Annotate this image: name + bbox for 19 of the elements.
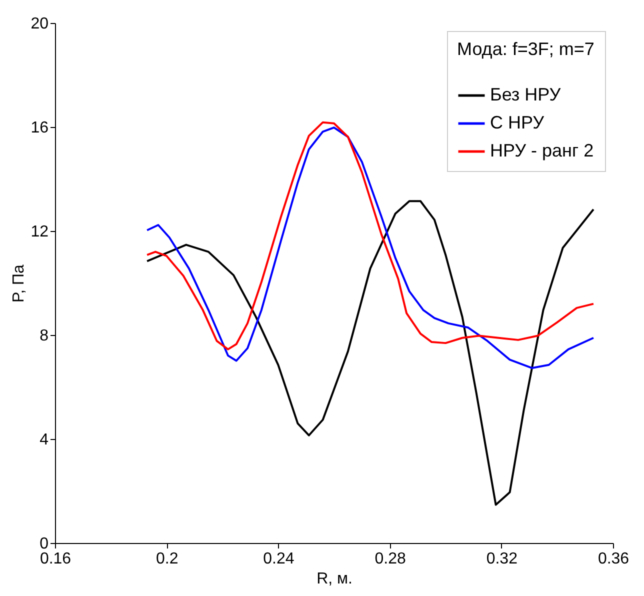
legend-label: С НРУ	[490, 112, 545, 132]
legend-title: Мода: f=3F; m=7	[457, 39, 594, 59]
y-axis-title: P, Па	[10, 264, 28, 302]
x-tick-label: 0.2	[156, 550, 178, 568]
x-tick-label: 0.36	[598, 550, 630, 568]
x-tick-label: 0.32	[486, 550, 518, 568]
x-axis-title: R, м.	[316, 570, 352, 588]
legend-label: НРУ - ранг 2	[490, 140, 594, 160]
y-tick-label: 16	[30, 120, 49, 136]
y-tick-label: 20	[30, 16, 49, 32]
y-tick-label: 4	[40, 432, 49, 448]
y-tick-label: 12	[30, 224, 49, 240]
legend-label: Без НРУ	[490, 84, 562, 104]
x-tick-label: 0.16	[40, 550, 72, 568]
y-tick-label: 8	[40, 328, 49, 344]
y-tick-label: 0	[40, 536, 49, 552]
x-tick-label: 0.28	[374, 550, 406, 568]
x-tick-label: 0.24	[263, 550, 294, 568]
line-series	[146, 200, 594, 506]
